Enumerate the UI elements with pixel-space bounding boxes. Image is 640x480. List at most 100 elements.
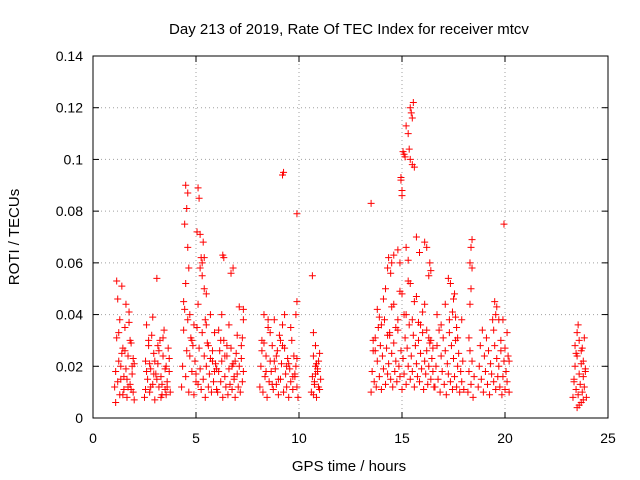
data-point	[128, 370, 136, 378]
data-point	[377, 386, 385, 394]
data-point	[502, 367, 510, 375]
data-point	[198, 329, 206, 337]
data-point	[231, 357, 239, 365]
data-point	[207, 388, 215, 396]
data-point	[492, 311, 500, 319]
data-point	[404, 362, 412, 370]
data-point	[380, 316, 388, 324]
data-point	[309, 391, 317, 399]
data-point	[412, 233, 420, 241]
data-point	[443, 360, 451, 368]
data-point	[433, 311, 441, 319]
data-point	[439, 334, 447, 342]
data-point	[407, 352, 415, 360]
data-point	[282, 370, 290, 378]
data-point	[165, 355, 173, 363]
data-point	[370, 378, 378, 386]
data-point	[569, 393, 577, 401]
data-point	[457, 367, 465, 375]
data-point	[292, 311, 300, 319]
data-point	[262, 352, 270, 360]
data-point	[579, 357, 587, 365]
data-point	[181, 305, 189, 313]
data-point	[468, 357, 476, 365]
data-point	[202, 290, 210, 298]
data-point	[437, 321, 445, 329]
data-point	[127, 386, 135, 394]
data-point	[493, 355, 501, 363]
data-point	[112, 398, 120, 406]
data-point	[433, 342, 441, 350]
data-point	[495, 316, 503, 324]
data-point	[219, 393, 227, 401]
data-point	[491, 298, 499, 306]
points-layer	[111, 99, 590, 412]
data-point	[233, 331, 241, 339]
data-point	[239, 316, 247, 324]
data-point	[427, 267, 435, 275]
data-point	[393, 378, 401, 386]
data-point	[165, 367, 173, 375]
data-point	[162, 391, 170, 399]
data-point	[438, 367, 446, 375]
data-point	[196, 365, 204, 373]
x-tick-label: 0	[89, 430, 97, 446]
data-point	[448, 308, 456, 316]
data-point	[194, 184, 202, 192]
data-point	[417, 349, 425, 357]
data-point	[123, 375, 131, 383]
data-point	[196, 264, 204, 272]
data-point	[308, 272, 316, 280]
data-point	[228, 386, 236, 394]
data-point	[458, 316, 466, 324]
y-axis-title: ROTI / TECUs	[6, 189, 23, 285]
data-point	[406, 375, 414, 383]
data-point	[182, 280, 190, 288]
data-point	[442, 391, 450, 399]
data-point	[575, 336, 583, 344]
data-point	[482, 334, 490, 342]
data-point	[458, 378, 466, 386]
data-point	[280, 388, 288, 396]
data-point	[409, 99, 417, 107]
data-point	[143, 321, 151, 329]
data-point	[122, 365, 130, 373]
data-point	[385, 254, 393, 262]
data-point	[181, 220, 189, 228]
data-point	[394, 246, 402, 254]
data-point	[200, 352, 208, 360]
data-point	[410, 163, 418, 171]
ticks-layer: 0 5 10 15 20 25 0 0.02 0.04 0.06 0.08 0.1 0.12 0.14	[56, 48, 616, 446]
data-point	[379, 295, 387, 303]
data-point	[455, 349, 463, 357]
data-point	[398, 386, 406, 394]
data-point	[391, 367, 399, 375]
data-point	[147, 365, 155, 373]
data-point	[402, 380, 410, 388]
data-point	[186, 311, 194, 319]
data-point	[293, 298, 301, 306]
data-point	[195, 344, 203, 352]
data-point	[384, 264, 392, 272]
data-point	[229, 264, 237, 272]
data-point	[444, 370, 452, 378]
data-point	[388, 259, 396, 267]
data-point	[490, 326, 498, 334]
data-point	[426, 259, 434, 267]
data-point	[491, 342, 499, 350]
data-point	[476, 342, 484, 350]
data-point	[453, 324, 461, 331]
data-point	[128, 362, 136, 370]
data-point	[315, 383, 323, 391]
data-point	[398, 186, 406, 194]
data-point	[485, 347, 493, 355]
data-point	[465, 334, 473, 342]
data-point	[155, 347, 163, 355]
data-point	[445, 329, 453, 337]
data-point	[390, 251, 398, 259]
data-point	[200, 285, 208, 293]
data-point	[404, 130, 412, 138]
data-point	[481, 367, 489, 375]
data-point	[147, 383, 155, 391]
data-point	[145, 336, 153, 344]
